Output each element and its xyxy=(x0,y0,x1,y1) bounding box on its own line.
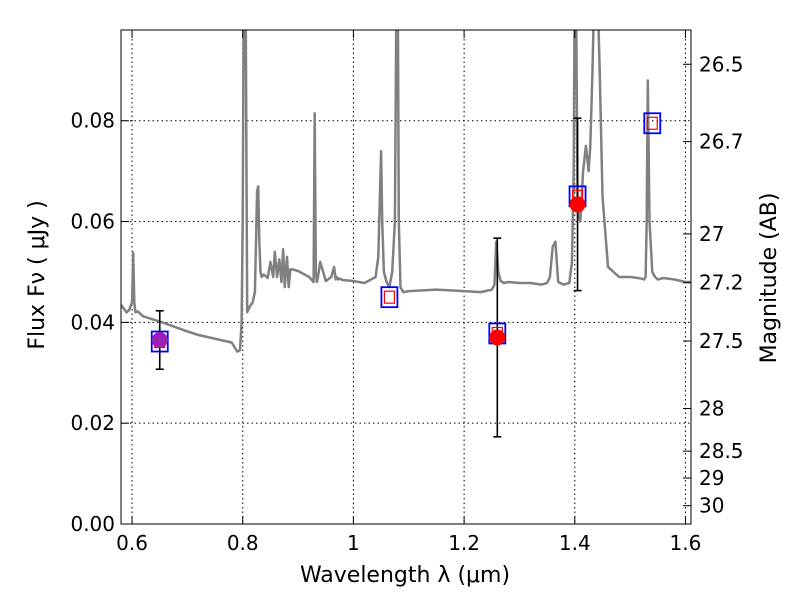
model-point-square xyxy=(380,286,399,309)
model-point-square xyxy=(643,112,662,135)
magnitude-tick-label: 27 xyxy=(699,222,724,246)
magnitude-tick-label: 30 xyxy=(699,494,724,518)
magnitude-tick-label: 27.5 xyxy=(699,329,744,353)
plot-frame xyxy=(120,29,692,525)
magnitude-tick-label: 28.5 xyxy=(699,439,744,463)
model-point-square xyxy=(150,330,169,353)
magnitude-tick-label: 26.5 xyxy=(699,52,744,76)
magnitude-axis-label: Magnitude (AB) xyxy=(757,193,782,364)
y-axis-label: Flux Fν ( μJy ) xyxy=(25,200,50,349)
y-tick-label: 0.04 xyxy=(70,310,115,334)
magnitude-tick-label: 27.2 xyxy=(699,271,744,295)
spectrum-line xyxy=(121,30,691,353)
observed-point xyxy=(151,332,168,349)
x-tick-label: 0.8 xyxy=(227,531,259,555)
x-tick-label: 0.6 xyxy=(116,531,148,555)
model-point-inner-square xyxy=(646,116,658,130)
x-tick-label: 1.6 xyxy=(670,531,702,555)
y-tick-label: 0.08 xyxy=(70,109,115,133)
observed-point xyxy=(569,196,586,213)
model-point-inner-square xyxy=(383,290,395,304)
magnitude-tick-label: 28 xyxy=(699,397,724,421)
x-tick-label: 1 xyxy=(347,531,360,555)
plot-area xyxy=(121,30,691,438)
x-tick-label: 1.2 xyxy=(448,531,480,555)
y-tick-label: 0.00 xyxy=(70,512,115,536)
y-tick-label: 0.06 xyxy=(70,210,115,234)
x-tick-label: 1.4 xyxy=(559,531,591,555)
observed-point xyxy=(489,329,506,346)
y-tick-label: 0.02 xyxy=(70,411,115,435)
ticks: 0.6 0.8 1 1.2 1.4 1.6 0.00 0.02 0.04 0.06 0.08 26.5… xyxy=(70,30,744,555)
x-axis-label: Wavelength λ (μm) xyxy=(300,563,510,588)
magnitude-tick-label: 26.7 xyxy=(699,130,744,154)
magnitude-tick-label: 29 xyxy=(699,466,724,490)
